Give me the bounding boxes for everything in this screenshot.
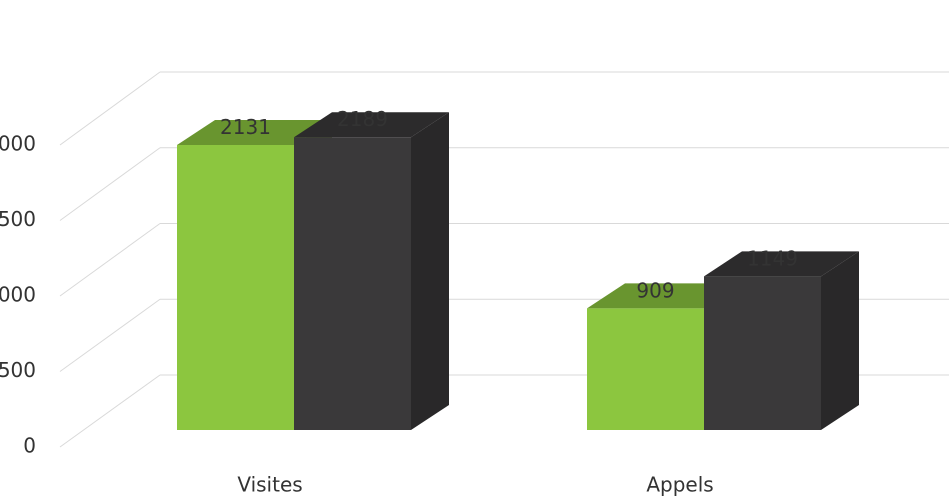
bar-side: [411, 112, 449, 431]
y-tick-label: 1000: [0, 283, 36, 307]
bar-side: [821, 251, 859, 430]
bar: [704, 276, 821, 430]
x-tick-label: Visites: [237, 473, 302, 497]
bar: [177, 145, 294, 430]
grid-diagonal: [59, 374, 161, 448]
bar: [587, 308, 704, 430]
grid-diagonal: [59, 223, 161, 297]
value-label: 2131: [220, 115, 271, 139]
x-tick-label: Appels: [646, 473, 713, 497]
bar: [294, 137, 411, 430]
y-tick-label: 500: [0, 358, 36, 382]
bar-top: [704, 251, 859, 277]
bar-top: [294, 112, 449, 138]
y-tick-label: 0: [23, 434, 36, 458]
value-label: 2189: [337, 107, 388, 131]
bar-top: [587, 283, 742, 309]
value-label: 909: [636, 278, 674, 302]
grid-diagonal: [59, 71, 161, 146]
y-tick-label: 2000: [0, 132, 36, 156]
grid-diagonal: [59, 298, 161, 372]
grid-diagonal: [59, 147, 161, 221]
value-label: 1149: [747, 246, 798, 270]
bar-top: [177, 120, 332, 145]
y-tick-label: 1500: [0, 207, 36, 231]
